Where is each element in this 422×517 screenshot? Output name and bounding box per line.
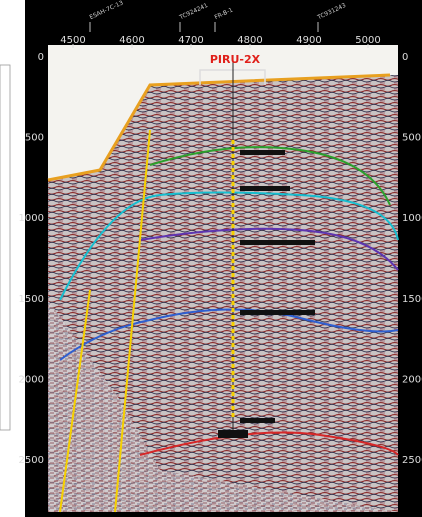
right-tick-label: 0 (402, 52, 408, 63)
right-tick-label: 500 (402, 133, 421, 144)
left-tick-label: 2000 (19, 374, 44, 385)
left-tick-label: 1000 (19, 213, 44, 224)
side-box (0, 65, 10, 430)
well-label: PIRU-2X (210, 53, 261, 66)
left-tick-label: 0 (38, 52, 44, 63)
page: PIRU-2X 45004600470048004900500005001000… (0, 0, 422, 517)
seismic-figure: PIRU-2X 45004600470048004900500005001000… (0, 0, 422, 517)
right-tick-label: 1500 (402, 294, 422, 305)
right-tick-label: 1000 (402, 213, 422, 224)
left-tick-label: 2500 (19, 455, 44, 466)
well-bottom (218, 430, 248, 438)
left-tick-label: 1500 (19, 294, 44, 305)
left-tick-label: 500 (25, 133, 44, 144)
right-tick-label: 2500 (402, 455, 422, 466)
right-tick-label: 2000 (402, 374, 422, 385)
